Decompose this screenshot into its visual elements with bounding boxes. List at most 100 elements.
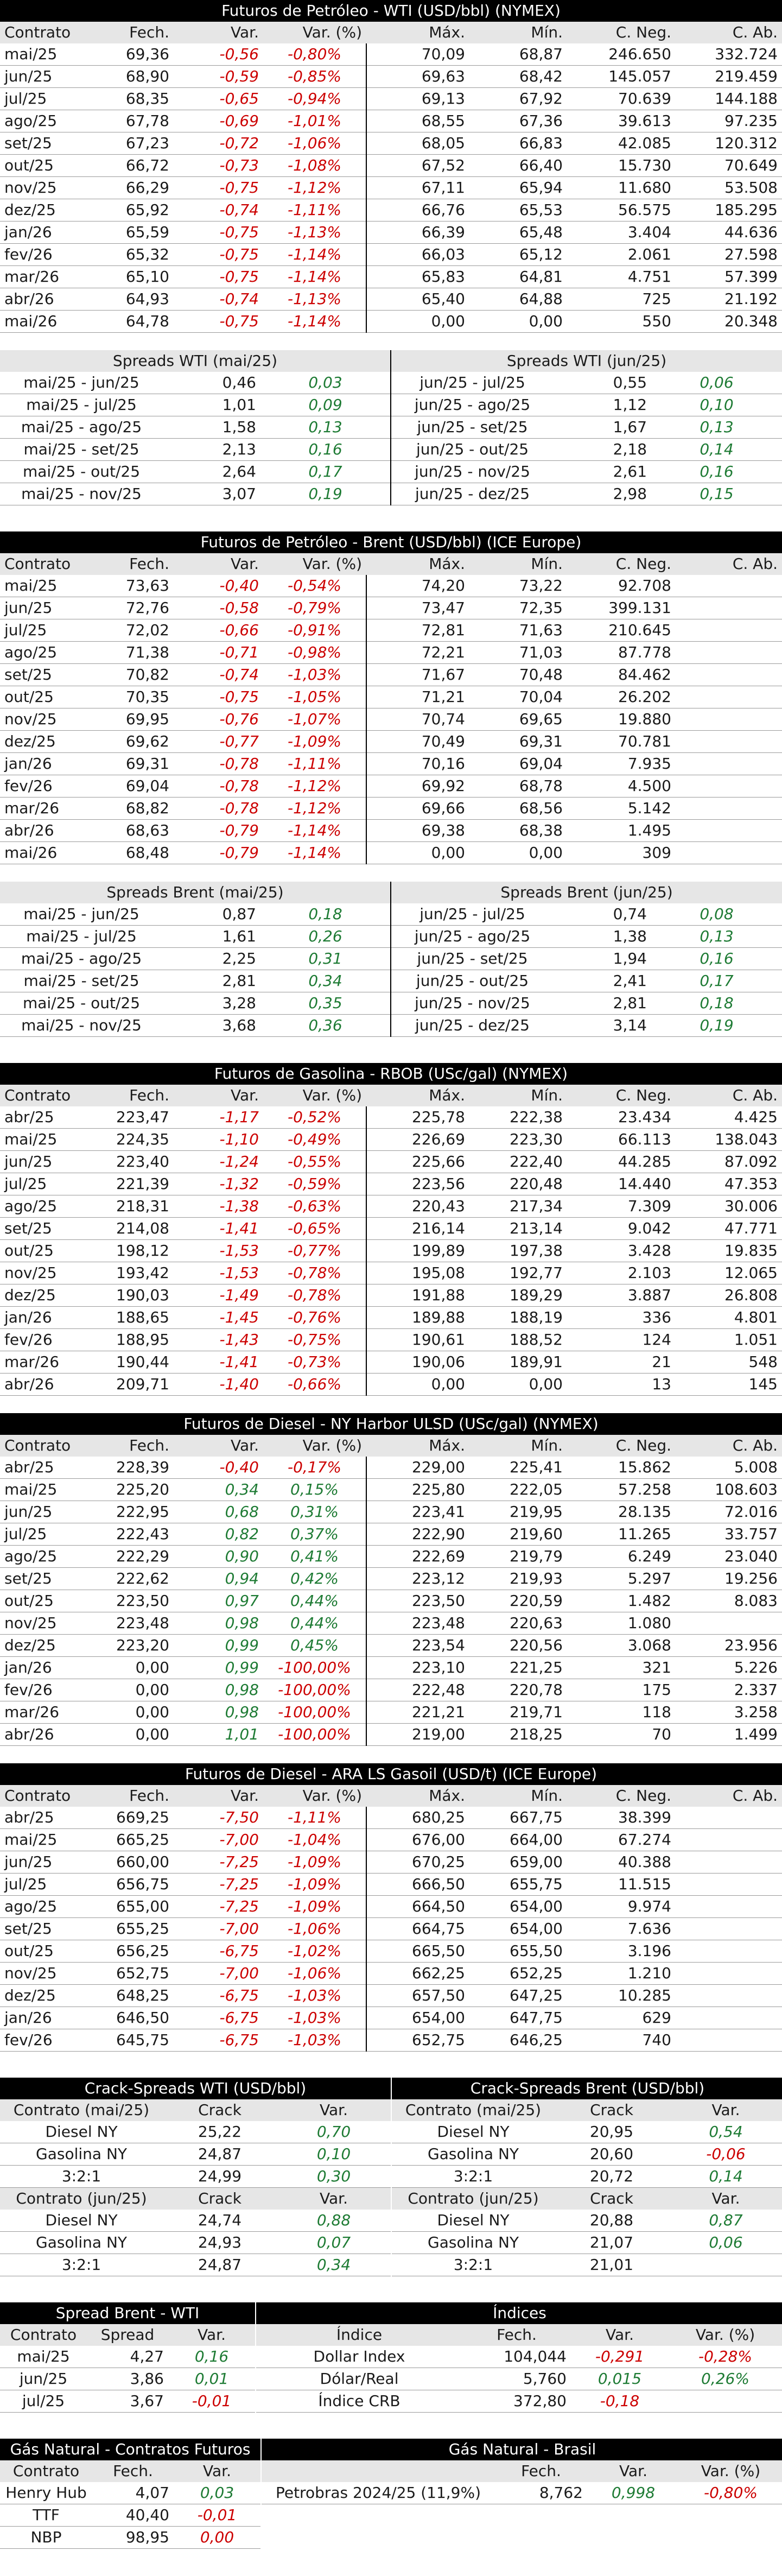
table-cell: 68,55 <box>366 110 469 132</box>
column-header: Contrato <box>4 23 71 41</box>
table-cell: 8.083 <box>676 1590 782 1612</box>
table-cell: NBP <box>0 2526 92 2549</box>
crack-row: Diesel NY 25,22 0,70 <box>0 2121 391 2143</box>
table-cell <box>676 619 782 642</box>
table-cell: 44.636 <box>676 221 782 244</box>
table-cell: 220,56 <box>469 1634 567 1657</box>
table-row: set/25 222,62 0,94 0,42% 223,12 219,93 5.297 19… <box>0 1567 782 1590</box>
table-cell: 67,11 <box>366 176 469 199</box>
table-cell: 1.499 <box>676 1723 782 1746</box>
table-cell: 11.515 <box>567 1873 676 1896</box>
table-cell: -100,00% <box>263 1656 366 1679</box>
column-header-row: Contrato Fech. Var. Var. (%) Máx. Mín. C. Neg.… <box>0 22 782 43</box>
table-cell: fev/26 <box>0 1328 92 1351</box>
table-cell: 222,05 <box>469 1478 567 1501</box>
table-cell: set/25 <box>0 663 92 686</box>
spread-cell: 2,41 <box>554 970 651 992</box>
crack-header-cell: Contrato (mai/25) <box>405 2101 542 2119</box>
table-cell: 188,19 <box>469 1306 567 1329</box>
table-row: mar/26 190,44 -1,41 -0,73% 190,06 189,91 21 548 <box>0 1351 782 1374</box>
table-cell: set/25 <box>0 1567 92 1590</box>
table-cell: -0,59% <box>263 1173 366 1195</box>
table-cell: Henry Hub <box>0 2482 92 2504</box>
table-cell: 70.649 <box>676 154 782 177</box>
spread-cell: 0,06 <box>651 372 782 394</box>
table-cell: 1.495 <box>567 819 676 842</box>
table-cell: 0,98 <box>174 1679 263 1701</box>
table-cell: 73,63 <box>92 575 174 597</box>
table-cell: 223,41 <box>366 1501 469 1523</box>
table-cell: 70.639 <box>567 87 676 110</box>
table-cell: abr/25 <box>0 1106 92 1129</box>
gas-futures-title: Gás Natural - Contratos Futuros <box>0 2439 260 2460</box>
table-cell <box>676 819 782 842</box>
column-header: C. Ab. <box>732 1086 778 1104</box>
table-cell: -0,77 <box>174 730 263 753</box>
table-cell: 189,91 <box>469 1351 567 1374</box>
table-cell: 0,97 <box>174 1590 263 1612</box>
table-cell: -0,80% <box>679 2482 782 2504</box>
table-cell: ago/25 <box>0 1545 92 1568</box>
column-header: C. Ab. <box>732 1787 778 1805</box>
table-cell: -0,01 <box>174 2504 260 2527</box>
crack-header-cell: Crack <box>590 2189 633 2207</box>
column-header: Mín. <box>531 1086 563 1104</box>
table-cell: out/25 <box>0 686 92 708</box>
column-header-row: Contrato Fech. Var. Var. (%) Máx. Mín. C. Neg.… <box>0 1435 782 1457</box>
table-cell: -0,56 <box>174 43 263 66</box>
table-cell: 629 <box>567 2007 676 2029</box>
table-cell: 223,56 <box>366 1173 469 1195</box>
column-header: Contrato <box>4 1436 71 1454</box>
gas-futures-panel: Gás Natural - Contratos Futuros Contrato… <box>0 2439 260 2549</box>
table-row: dez/25 223,20 0,99 0,45% 223,54 220,56 3.068 23… <box>0 1634 782 1657</box>
spread-cell: 0,16 <box>651 460 782 483</box>
table-cell: 57.258 <box>567 1478 676 1501</box>
crack-brent-title: Crack-Spreads Brent (USD/bbl) <box>392 2078 782 2099</box>
table-cell: -0,66 <box>174 619 263 642</box>
table-cell: 65,92 <box>92 199 174 221</box>
table-cell: nov/25 <box>0 1262 92 1284</box>
table-cell: -0,18 <box>571 2390 669 2413</box>
table-cell: 664,50 <box>366 1895 469 1918</box>
column-header: Mín. <box>531 23 563 41</box>
rbob-futures-section: Futuros de Gasolina - RBOB (USc/gal) (NY… <box>0 1063 782 1396</box>
table-cell: 65,10 <box>92 265 174 288</box>
spread-cell: 2,61 <box>554 460 652 483</box>
spread-row: mai/25 - out/25 2,64 0,17 jun/25 - nov/25 2,… <box>0 460 782 483</box>
table-cell: 21.192 <box>676 288 782 311</box>
table-cell: jun/25 <box>0 1851 92 1874</box>
table-row: jul/25 72,02 -0,66 -0,91% 72,81 71,63 210.645 <box>0 619 782 642</box>
table-cell: set/25 <box>0 132 92 155</box>
table-row: out/25 198,12 -1,53 -0,77% 199,89 197,38 3.428… <box>0 1239 782 1262</box>
crack-cell <box>669 2254 782 2276</box>
table-cell: fev/26 <box>0 2029 92 2052</box>
table-row: jul/25 68,35 -0,65 -0,94% 69,13 67,92 70.639 14… <box>0 87 782 110</box>
column-header: C. Ab. <box>732 1436 778 1454</box>
rbob-table: Contrato Fech. Var. Var. (%) Máx. Mín. C. Neg.… <box>0 1085 782 1396</box>
table-cell: 646,50 <box>92 2007 174 2029</box>
table-cell: 216,14 <box>366 1217 469 1240</box>
spread-cell: mai/25 - ago/25 <box>0 947 163 970</box>
spread-cell: 0,34 <box>260 970 391 992</box>
table-cell: 28.135 <box>567 1501 676 1523</box>
table-cell: 73,47 <box>366 597 469 619</box>
crack-cell: 0,34 <box>277 2254 391 2276</box>
table-cell <box>676 1962 782 1985</box>
table-cell: jul/25 <box>0 2390 87 2413</box>
table-row: dez/25 190,03 -1,49 -0,78% 191,88 189,29 3.887… <box>0 1284 782 1307</box>
table-cell: 68,63 <box>92 819 174 842</box>
table-cell: 676,00 <box>366 1828 469 1851</box>
column-header <box>262 2460 495 2482</box>
table-cell: 0,98 <box>174 1701 263 1724</box>
table-cell: -1,24 <box>174 1150 263 1173</box>
spread-cell: mai/25 - out/25 <box>0 460 163 483</box>
column-header: Máx. <box>429 1436 465 1454</box>
spreads-left-title: Spreads Brent (mai/25) <box>106 883 284 901</box>
spreads-right-title: Spreads WTI (jun/25) <box>390 350 782 372</box>
table-cell: -1,12% <box>263 797 366 820</box>
table-cell: -0,74 <box>174 288 263 311</box>
column-header: C. Neg. <box>615 1086 671 1104</box>
table-cell: 11.680 <box>567 176 676 199</box>
crack-cell: Diesel NY <box>0 2210 163 2232</box>
table-cell: 648,25 <box>92 1984 174 2007</box>
